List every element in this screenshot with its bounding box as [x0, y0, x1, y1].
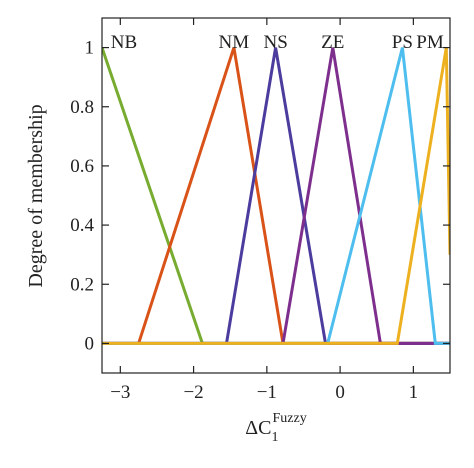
series-line-pm — [102, 47, 450, 345]
plot-lines — [102, 47, 450, 345]
y-tick-label: 1 — [85, 38, 95, 59]
series-labels: NB NM NS ZE PS PM — [111, 32, 444, 53]
x-tick-label: −3 — [110, 382, 130, 403]
plot-frame — [101, 17, 451, 374]
series-line-nm — [102, 47, 450, 345]
y-tick-label: 0.8 — [70, 97, 94, 118]
series-label-pm: PM — [416, 32, 444, 53]
y-tick-label: 0.4 — [70, 215, 94, 236]
series-label-ns: NS — [263, 32, 287, 53]
y-axis-label: Degree of membership — [25, 104, 47, 287]
x-tick-label: −2 — [183, 382, 203, 403]
x-axis-label-base: ΔC — [245, 417, 271, 439]
x-axis-ticks: −3 −2 −1 0 1 — [110, 18, 418, 403]
series-label-ps: PS — [392, 32, 413, 53]
series-label-ze: ZE — [321, 32, 344, 53]
y-tick-label: 0.2 — [70, 274, 94, 295]
series-label-nm: NM — [219, 32, 250, 53]
x-tick-label: −1 — [257, 382, 277, 403]
y-tick-label: 0 — [85, 333, 95, 354]
y-axis-ticks: 0 0.2 0.4 0.6 0.8 1 — [70, 38, 450, 354]
series-label-nb: NB — [111, 32, 137, 53]
y-tick-label: 0.6 — [70, 156, 94, 177]
x-axis-label-subscript: 1 — [271, 430, 278, 445]
x-tick-label: 1 — [409, 382, 419, 403]
x-axis-label-superscript: Fuzzy — [272, 411, 306, 426]
x-axis-label: ΔC1 Fuzzy — [245, 411, 306, 445]
x-tick-label: 0 — [335, 382, 345, 403]
